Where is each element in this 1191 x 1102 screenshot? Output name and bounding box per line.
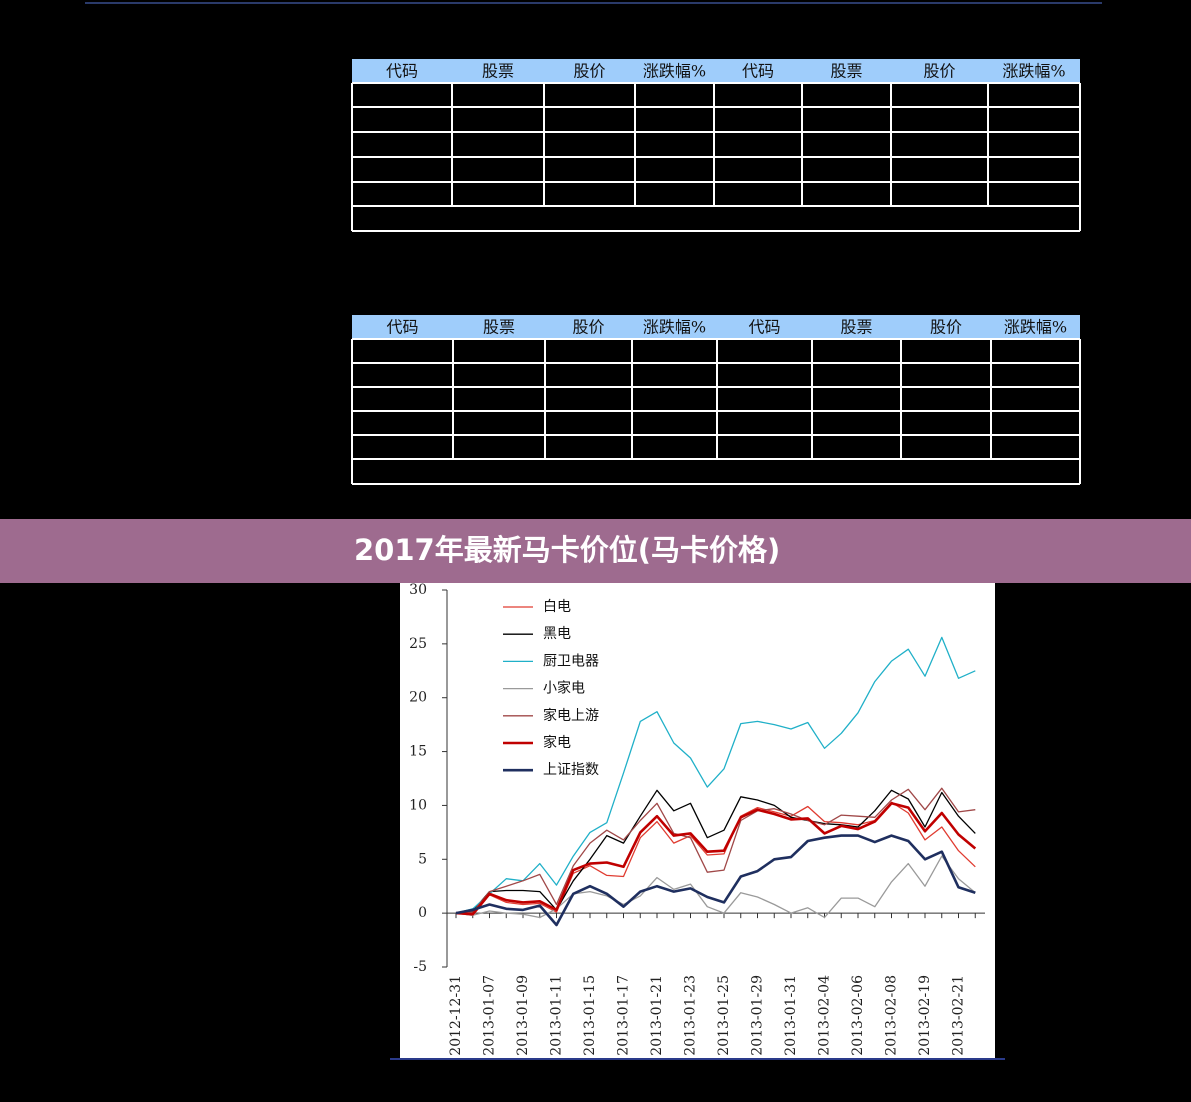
y-tick-label: 30 (409, 582, 427, 598)
table-header: 股价 (573, 62, 605, 81)
legend-label: 黑电 (543, 626, 571, 642)
table-header: 代码 (748, 318, 780, 337)
legend-label: 家电 (543, 734, 571, 751)
x-tick-label: 2013-02-19 (917, 975, 933, 1056)
x-tick-label: 2013-02-06 (850, 975, 866, 1056)
series-line (455, 789, 976, 914)
chart-area (400, 583, 995, 1059)
y-tick-label: 0 (418, 905, 427, 921)
x-tick-label: 2013-01-29 (750, 975, 766, 1056)
y-tick-label: 15 (409, 744, 427, 760)
x-tick-label: 2012-12-31 (448, 975, 464, 1056)
series-line (455, 636, 976, 914)
table-header: 股价 (930, 318, 962, 337)
y-tick-label: 10 (409, 797, 427, 813)
table-header: 股票 (830, 62, 862, 81)
table-header: 涨跌幅% (643, 62, 706, 81)
legend-label: 厨卫电器 (543, 653, 599, 669)
x-tick-label: 2013-01-07 (482, 975, 498, 1056)
table-header: 涨跌幅% (1002, 62, 1065, 81)
table-header: 股票 (840, 318, 872, 337)
legend-label: 白电 (543, 599, 571, 615)
y-tick-label: 20 (409, 690, 427, 706)
series-line (455, 834, 976, 927)
series-line (455, 787, 976, 914)
legend-label: 家电上游 (543, 707, 599, 724)
x-tick-label: 2013-02-04 (817, 975, 833, 1056)
series-line (455, 802, 977, 916)
table-header: 涨跌幅% (643, 318, 706, 337)
table-header-bg (352, 59, 1080, 83)
series-line (455, 855, 976, 919)
table-header: 代码 (742, 62, 774, 81)
x-tick-label: 2013-01-17 (616, 975, 632, 1056)
table-header: 代码 (386, 62, 418, 81)
table-header: 股票 (482, 62, 514, 81)
x-tick-label: 2013-02-21 (951, 975, 967, 1056)
y-tick-label: 5 (418, 851, 427, 867)
table-header-bg (352, 315, 1080, 339)
x-tick-label: 2013-01-15 (582, 975, 598, 1056)
x-tick-label: 2013-01-25 (716, 975, 732, 1056)
x-tick-label: 2013-01-09 (515, 975, 531, 1056)
table-header: 股价 (572, 318, 604, 337)
y-tick-label: 25 (409, 636, 427, 652)
legend-label: 小家电 (543, 680, 585, 697)
banner (0, 519, 1191, 583)
banner-title: 2017年最新马卡价位(马卡价格) (354, 533, 780, 567)
table-header: 股价 (923, 62, 955, 81)
table-header: 涨跌幅% (1004, 318, 1067, 337)
x-tick-label: 2013-01-11 (549, 975, 565, 1056)
y-tick-label: -5 (413, 959, 427, 975)
table-header: 代码 (386, 318, 418, 337)
table-header: 股票 (483, 318, 515, 337)
x-tick-label: 2013-01-21 (649, 975, 665, 1056)
x-tick-label: 2013-01-31 (783, 975, 799, 1056)
legend-label: 上证指数 (543, 762, 599, 778)
x-tick-label: 2013-01-23 (683, 975, 699, 1056)
x-tick-label: 2013-02-08 (884, 975, 900, 1056)
